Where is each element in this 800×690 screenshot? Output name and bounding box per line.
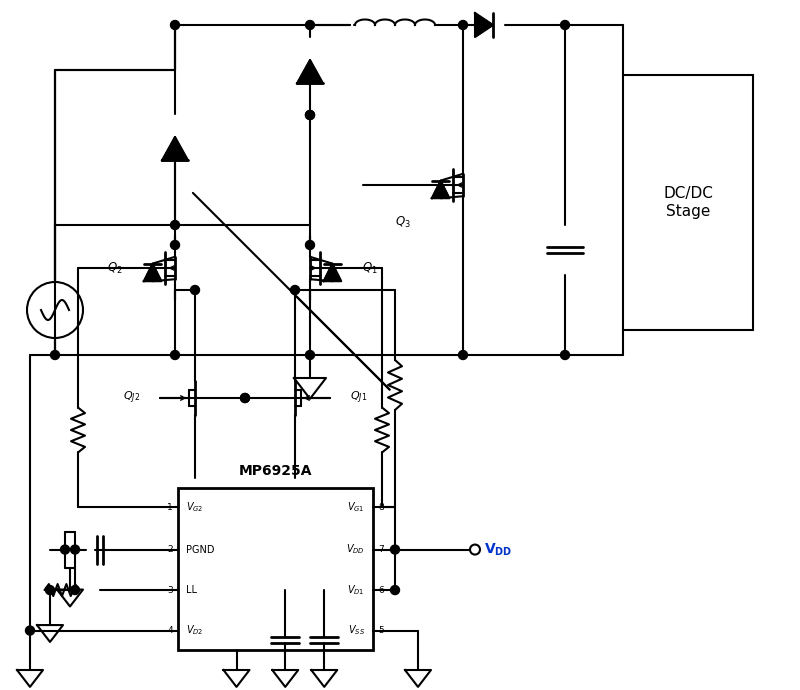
- Text: 8: 8: [378, 503, 384, 512]
- Circle shape: [306, 241, 314, 250]
- Text: $Q_2$: $Q_2$: [107, 260, 123, 275]
- Circle shape: [190, 286, 199, 295]
- Circle shape: [170, 21, 179, 30]
- Circle shape: [390, 586, 399, 595]
- Text: $Q_3$: $Q_3$: [395, 215, 411, 230]
- Circle shape: [561, 351, 570, 359]
- Circle shape: [306, 21, 314, 30]
- Circle shape: [458, 21, 467, 30]
- Bar: [178, 488, 373, 650]
- Text: 5: 5: [378, 626, 384, 635]
- Text: 3: 3: [167, 586, 173, 595]
- Text: $V_{D1}$: $V_{D1}$: [347, 583, 365, 597]
- Circle shape: [170, 241, 179, 250]
- Text: 2: 2: [167, 545, 173, 554]
- Circle shape: [458, 351, 467, 359]
- Circle shape: [50, 351, 59, 359]
- Text: LL: LL: [186, 585, 197, 595]
- Text: $V_{SS}$: $V_{SS}$: [348, 624, 365, 638]
- Text: $V_{D2}$: $V_{D2}$: [186, 624, 203, 638]
- Polygon shape: [162, 137, 188, 160]
- Circle shape: [306, 351, 314, 359]
- Text: $Q_{J2}$: $Q_{J2}$: [123, 390, 140, 406]
- Circle shape: [46, 586, 54, 595]
- Text: 1: 1: [167, 503, 173, 512]
- Polygon shape: [432, 181, 450, 198]
- Text: MP6925A: MP6925A: [238, 464, 312, 478]
- Text: DC/DC
Stage: DC/DC Stage: [663, 186, 713, 219]
- Circle shape: [26, 626, 34, 635]
- Polygon shape: [144, 264, 162, 282]
- Circle shape: [70, 545, 79, 554]
- Circle shape: [170, 221, 179, 230]
- Circle shape: [561, 21, 570, 30]
- Circle shape: [290, 286, 299, 295]
- Circle shape: [306, 110, 314, 119]
- Text: $Q_1$: $Q_1$: [362, 260, 378, 275]
- Text: 6: 6: [378, 586, 384, 595]
- Circle shape: [390, 545, 399, 554]
- Text: $V_{DD}$: $V_{DD}$: [346, 542, 365, 556]
- Text: 4: 4: [167, 626, 173, 635]
- Circle shape: [170, 351, 179, 359]
- Circle shape: [61, 545, 70, 554]
- Text: $V_{G1}$: $V_{G1}$: [347, 500, 365, 514]
- Text: $V_{G2}$: $V_{G2}$: [186, 500, 203, 514]
- Bar: [623, 75, 753, 330]
- Circle shape: [70, 586, 79, 595]
- Circle shape: [241, 393, 250, 402]
- Polygon shape: [297, 60, 323, 83]
- Polygon shape: [475, 13, 493, 37]
- Text: $\mathbf{V}_{\mathbf{DD}}$: $\mathbf{V}_{\mathbf{DD}}$: [484, 542, 513, 558]
- Polygon shape: [323, 264, 342, 282]
- Text: PGND: PGND: [186, 544, 214, 555]
- Text: 7: 7: [378, 545, 384, 554]
- Text: $Q_{J1}$: $Q_{J1}$: [350, 390, 367, 406]
- Circle shape: [306, 110, 314, 119]
- Circle shape: [241, 393, 250, 402]
